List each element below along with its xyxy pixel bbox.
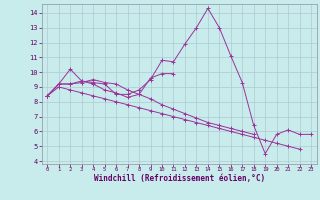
X-axis label: Windchill (Refroidissement éolien,°C): Windchill (Refroidissement éolien,°C): [94, 174, 265, 183]
